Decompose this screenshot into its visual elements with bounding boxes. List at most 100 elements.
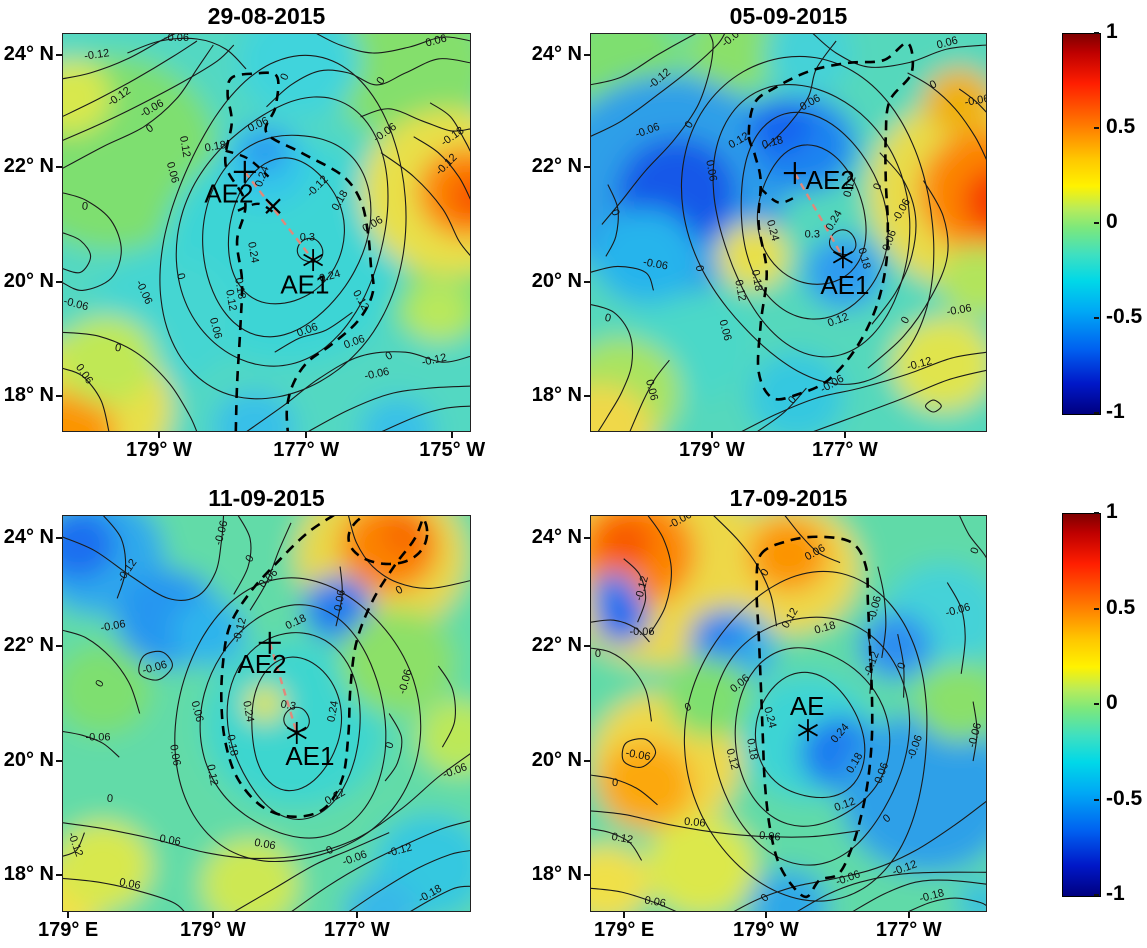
field-blob <box>957 880 987 912</box>
contour-ring-0.24 <box>227 157 345 305</box>
eddy-boundary-dashed <box>219 515 426 819</box>
y-tick-label: 24° N <box>531 43 582 66</box>
contour-ring-0.18 <box>226 632 361 820</box>
colorbar-tick <box>1094 317 1099 319</box>
eddy-marker-x <box>265 198 281 214</box>
eddy-label-AE1: AE1 <box>280 269 329 299</box>
y-axis-tick <box>584 280 590 283</box>
contour-label: 0 <box>758 567 771 579</box>
eddy-boundary-dashed-secondary <box>347 515 429 566</box>
contour-label: 0.18 <box>813 620 837 637</box>
field-blob <box>891 316 987 412</box>
contour-label: 0.24 <box>318 268 342 285</box>
y-tick-label: 20° N <box>3 269 54 292</box>
contour-line-closed <box>621 738 657 768</box>
contour-line <box>62 730 120 758</box>
contour-line <box>812 369 987 432</box>
contour-line <box>946 582 966 674</box>
field-blob <box>62 315 157 406</box>
field-blob <box>360 109 471 276</box>
contour-line <box>62 44 235 142</box>
contour-ring-0.18 <box>202 134 372 338</box>
contour-label: 0.12 <box>223 289 239 312</box>
contour-line <box>249 522 292 611</box>
contour-line <box>877 566 887 658</box>
y-tick-label: 22° N <box>3 155 54 178</box>
y-axis-tick <box>56 874 62 877</box>
contour-line <box>851 879 987 912</box>
panel-title-4: 17-09-2015 <box>729 485 848 511</box>
contour-line <box>601 33 714 225</box>
colorbar-bottom <box>1062 513 1101 897</box>
contour-line <box>590 810 861 838</box>
x-axis-tick <box>843 432 846 438</box>
y-axis-tick <box>584 760 590 763</box>
contour-line <box>756 387 807 432</box>
contour-label: 0.24 <box>325 700 341 723</box>
contour-line <box>811 33 987 68</box>
x-axis-tick <box>305 432 308 438</box>
contour-line <box>62 231 92 274</box>
contour-label: 0 <box>683 119 696 130</box>
plot-frame <box>62 33 471 432</box>
contour-label: -0.06 <box>85 731 110 743</box>
contour-ring-0.3 <box>283 706 310 732</box>
contour-ring-0.18 <box>734 647 891 827</box>
contour-line <box>62 192 122 291</box>
contour-ring-0.06 <box>683 570 928 902</box>
contour-line <box>897 633 905 698</box>
x-axis-tick <box>764 912 767 918</box>
field-blob <box>62 59 112 135</box>
contour-label: 0.18 <box>232 277 248 300</box>
contour-lines <box>590 33 987 432</box>
colorbar-tick-label: 1 <box>1106 20 1118 43</box>
contour-line <box>972 701 978 762</box>
field-blob <box>62 515 116 579</box>
field-blob <box>748 869 829 912</box>
y-axis-tick <box>56 760 62 763</box>
field-blob <box>344 878 418 912</box>
contour-label: 0.06 <box>207 316 224 340</box>
colorbar-tick <box>1094 798 1099 801</box>
y-axis-tick <box>584 537 590 540</box>
contour-line <box>315 33 471 54</box>
contour-line <box>307 385 471 432</box>
contour-label: 0 <box>611 777 618 789</box>
contour-line <box>740 351 987 432</box>
contour-label: 0.06 <box>164 161 181 185</box>
eddy-marker-star <box>303 249 324 272</box>
contour-label: 0 <box>243 553 256 564</box>
field-blob <box>417 147 471 238</box>
field-blob <box>919 130 987 255</box>
contour-line <box>380 405 471 432</box>
contour-ring-0.06 <box>174 577 422 863</box>
field-blob <box>645 815 757 912</box>
field-blob <box>303 576 373 641</box>
x-tick-label: 179° E <box>594 919 655 941</box>
contour-label: 0.12 <box>204 763 220 786</box>
field-blob <box>340 609 455 715</box>
contour-label: 0.06 <box>684 816 706 830</box>
field-blob <box>450 174 471 219</box>
x-axis-tick <box>211 912 214 918</box>
contour-line <box>796 871 987 912</box>
contour-label: -0.06 <box>642 256 669 272</box>
contour-line <box>62 877 186 912</box>
contour-line <box>732 800 987 912</box>
y-tick-label: 18° N <box>3 863 54 886</box>
contour-label: 0.3 <box>280 698 297 712</box>
contour-line <box>437 665 456 748</box>
colorbar-tick <box>1094 894 1099 896</box>
field-blob <box>804 235 884 309</box>
contour-line <box>413 136 471 201</box>
contour-line <box>907 72 987 161</box>
contour-ring-0.12 <box>175 96 389 367</box>
field-blob <box>590 844 650 912</box>
field-blob <box>748 352 844 432</box>
eddy-track-line <box>268 642 298 734</box>
colorbar-tick <box>1094 703 1099 705</box>
contour-line <box>764 40 837 150</box>
y-axis-tick <box>584 166 590 169</box>
x-tick-label: 179° W <box>126 439 192 461</box>
contour-line <box>629 359 670 432</box>
